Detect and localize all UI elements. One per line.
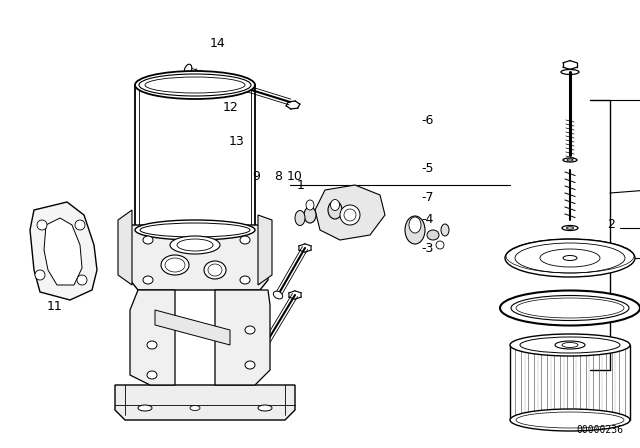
Ellipse shape [511,296,629,320]
Ellipse shape [147,371,157,379]
Text: 13: 13 [229,134,244,148]
Ellipse shape [510,409,630,431]
Text: 15: 15 [328,204,344,217]
Polygon shape [155,310,230,345]
Ellipse shape [143,276,153,284]
Ellipse shape [566,227,573,229]
Ellipse shape [138,405,152,411]
Ellipse shape [135,220,255,240]
Ellipse shape [405,216,425,244]
Text: -7: -7 [421,190,434,204]
Text: 9: 9 [252,170,260,184]
Text: 11: 11 [47,300,62,314]
Polygon shape [258,215,272,285]
Ellipse shape [245,361,255,369]
Polygon shape [215,290,270,385]
Polygon shape [130,225,268,290]
Polygon shape [315,185,385,240]
Ellipse shape [306,200,314,210]
Ellipse shape [436,241,444,249]
Polygon shape [30,202,97,300]
Ellipse shape [510,334,630,356]
Ellipse shape [135,71,255,99]
Ellipse shape [409,217,421,233]
Ellipse shape [140,223,250,237]
Text: 14: 14 [210,37,225,51]
Ellipse shape [184,64,192,76]
Ellipse shape [77,275,87,285]
Text: 1: 1 [297,179,305,193]
Ellipse shape [37,220,47,230]
Text: -4: -4 [421,213,433,226]
Ellipse shape [555,341,585,349]
Polygon shape [118,210,132,285]
Ellipse shape [340,205,360,225]
Ellipse shape [240,276,250,284]
Ellipse shape [170,236,220,254]
Ellipse shape [505,239,635,277]
Ellipse shape [441,224,449,236]
Ellipse shape [147,341,157,349]
Text: 2: 2 [607,217,615,231]
Ellipse shape [75,220,85,230]
Ellipse shape [562,225,578,231]
Polygon shape [130,290,175,385]
Ellipse shape [563,255,577,260]
Text: 8: 8 [275,170,282,184]
Text: -3: -3 [421,242,433,255]
Ellipse shape [260,341,269,349]
Ellipse shape [567,159,573,161]
Ellipse shape [240,236,250,244]
Ellipse shape [427,230,439,240]
Ellipse shape [563,158,577,162]
Ellipse shape [500,290,640,326]
Ellipse shape [258,405,272,411]
Text: -5: -5 [421,161,434,175]
Text: 10: 10 [287,170,302,184]
Text: -6: -6 [421,114,433,128]
Polygon shape [115,385,295,420]
Ellipse shape [561,69,579,74]
Ellipse shape [35,270,45,280]
Ellipse shape [304,207,316,223]
Ellipse shape [330,199,339,211]
Ellipse shape [245,326,255,334]
Ellipse shape [161,255,189,275]
Ellipse shape [143,236,153,244]
Ellipse shape [295,211,305,225]
Text: 12: 12 [223,101,238,114]
Ellipse shape [273,291,283,299]
Text: 00000236: 00000236 [577,425,623,435]
Ellipse shape [190,405,200,410]
Ellipse shape [204,261,226,279]
Ellipse shape [139,74,251,96]
Polygon shape [44,218,82,285]
Ellipse shape [328,201,342,219]
